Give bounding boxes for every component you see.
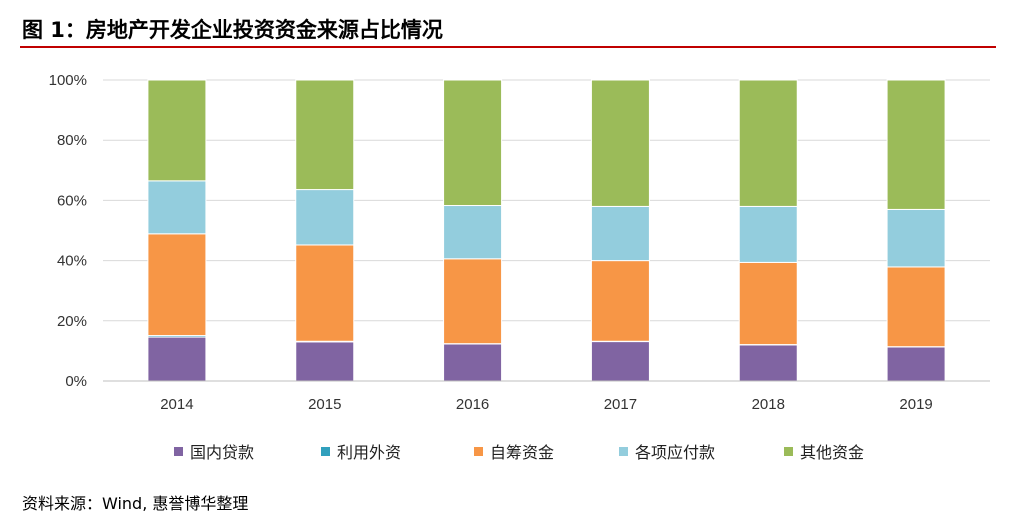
- legend-label: 利用外资: [337, 443, 401, 462]
- bar-segment: [147, 336, 207, 382]
- bar-segment: [147, 180, 207, 235]
- legend-swatch: [174, 447, 183, 456]
- legend-swatch: [474, 447, 483, 456]
- legend-swatch: [619, 447, 628, 456]
- y-tick-label: 40%: [57, 253, 87, 270]
- legend-swatch: [321, 447, 330, 456]
- figure-title: 图 1：房地产开发企业投资资金来源占比情况: [22, 18, 443, 42]
- x-axis-ticks: 2014 2015 2016 2017 2018 2019: [160, 396, 933, 413]
- legend-label: 自筹资金: [490, 443, 554, 462]
- bar-segment: [886, 79, 946, 210]
- legend-label: 国内贷款: [190, 443, 254, 462]
- bar-segment: [147, 233, 207, 337]
- bar-segment: [590, 205, 650, 262]
- bar-segment: [886, 208, 946, 268]
- legend-swatch: [784, 447, 793, 456]
- x-tick-label: 2016: [456, 396, 489, 413]
- bar-segment: [295, 189, 355, 246]
- bar-segment: [738, 261, 798, 346]
- bar-segment: [590, 341, 650, 382]
- gridlines: [103, 79, 990, 322]
- bar-segment: [295, 79, 355, 191]
- bar-segment: [443, 205, 503, 260]
- bar-segment: [443, 258, 503, 345]
- y-tick-label: 60%: [57, 192, 87, 209]
- bar-segment: [295, 341, 355, 382]
- x-tick-label: 2018: [752, 396, 785, 413]
- bar-segment: [886, 346, 946, 382]
- bar-segment: [886, 266, 946, 348]
- title-rule: [20, 46, 996, 48]
- x-tick-label: 2017: [604, 396, 637, 413]
- y-tick-label: 100%: [49, 72, 87, 89]
- y-axis-ticks: 0% 20% 40% 60% 80% 100%: [49, 72, 87, 390]
- x-tick-label: 2014: [160, 396, 193, 413]
- bar-segment: [443, 79, 503, 207]
- bar-segment: [147, 79, 207, 182]
- bar-segment: [295, 244, 355, 342]
- source-note: 资料来源：Wind, 惠誉博华整理: [22, 494, 249, 513]
- bar-segment: [443, 343, 503, 382]
- legend-label: 其他资金: [800, 443, 864, 462]
- y-tick-label: 20%: [57, 313, 87, 330]
- legend: 国内贷款 利用外资 自筹资金 各项应付款 其他资金: [174, 443, 864, 462]
- legend-label: 各项应付款: [635, 443, 715, 462]
- bar-segment: [738, 79, 798, 207]
- y-tick-label: 80%: [57, 132, 87, 149]
- bar-segment: [590, 79, 650, 207]
- x-tick-label: 2019: [899, 396, 932, 413]
- bar-series: [147, 79, 946, 382]
- x-tick-label: 2015: [308, 396, 341, 413]
- bar-segment: [738, 205, 798, 263]
- bar-segment: [738, 344, 798, 382]
- y-tick-label: 0%: [65, 373, 87, 390]
- bar-segment: [590, 260, 650, 342]
